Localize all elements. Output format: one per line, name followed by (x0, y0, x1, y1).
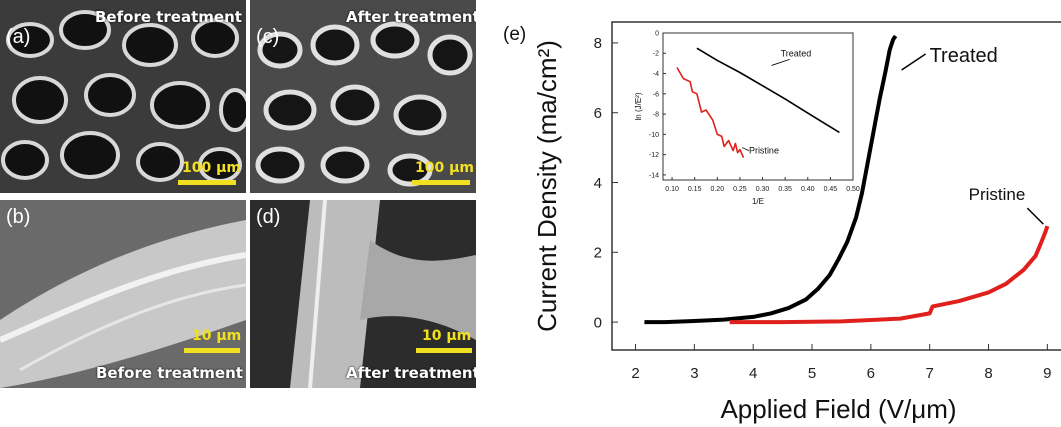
inset-x-axis-label: 1/E (752, 197, 764, 206)
inset-y-axis-label: ln (J/E²) (634, 92, 643, 120)
main-plot: 2 3 4 5 6 7 8 9 0 2 4 6 8 Applied Field (V/μm) Current… (532, 21, 1061, 424)
main-x-axis-label: Applied Field (V/μm) (720, 394, 956, 424)
inset-x-tick-label: 0.20 (710, 186, 724, 193)
scale-text-a: 100 μm (182, 160, 241, 176)
main-y-tick-label: 4 (594, 175, 602, 192)
inset-y-tick-label: -10 (649, 132, 659, 139)
inset-annotation-arrow-treated (771, 58, 790, 66)
main-x-tick-label: 3 (690, 365, 698, 382)
panel-caption-c: After treatment (346, 8, 476, 26)
panel-label-e: (e) (503, 24, 527, 45)
inset-x-tick-label: 0.15 (688, 186, 702, 193)
scale-bar-c (412, 180, 470, 185)
scale-bar-b (184, 348, 240, 353)
panel-label-c: (c) (256, 26, 280, 48)
inset-x-tick-label: 0.40 (801, 186, 815, 193)
inset-frame (662, 32, 854, 181)
scale-text-c: 100 μm (415, 160, 474, 176)
inset-x-tick-label: 0.45 (824, 186, 838, 193)
main-x-tick-label: 6 (867, 365, 875, 382)
micrograph-d-texture (250, 200, 476, 388)
main-x-tick-label: 8 (984, 365, 992, 382)
main-y-tick-label: 6 (594, 105, 602, 122)
inset-series-line-pristine (676, 67, 745, 159)
micrograph-a-texture (0, 0, 246, 193)
micrograph-b-texture (0, 200, 246, 388)
inset-x-tick-label: 0.10 (665, 186, 679, 193)
micrograph-c: (c) After treatment 100 μm (250, 0, 476, 193)
scale-text-d: 10 μm (422, 328, 472, 344)
main-y-tick-label: 2 (594, 245, 602, 262)
micrograph-a: (a) Before treatment 100 μm (0, 0, 246, 193)
field-emission-chart: 2 3 4 5 6 7 8 9 0 2 4 6 8 Applied Field (V/μm) Current… (532, 21, 1061, 424)
inset-y-tick-label: -12 (649, 152, 659, 159)
panel-label-b: (b) (6, 206, 31, 228)
inset-annotation-arrow-pristine (742, 147, 750, 151)
micrograph-d: (d) 10 μm After treatment (250, 200, 476, 388)
inset-y-tick-label: 0 (655, 30, 659, 37)
main-series-line-pristine (729, 225, 1050, 325)
panel-label-d: (d) (256, 206, 281, 228)
main-x-tick-label: 7 (926, 365, 934, 382)
inset-background (663, 33, 853, 180)
scale-bar-a (178, 180, 236, 185)
main-frame (611, 21, 1061, 351)
inset-y-tick-label: -4 (653, 71, 659, 78)
inset-x-tick-label: 0.35 (778, 186, 792, 193)
main-x-tick-label: 4 (749, 365, 757, 382)
inset-x-tick-label: 0.30 (756, 186, 770, 193)
main-y-axis-label: Current Density (ma/cm²) (532, 40, 562, 332)
inset-plot: 0.10 0.15 0.20 0.25 0.30 0.35 0.40 0.45 0.50 0 -2 -… (634, 30, 860, 206)
main-annotation-pristine: Pristine (969, 185, 1026, 204)
inset-y-tick-label: -8 (653, 112, 659, 119)
main-annotation-arrow-pristine (1026, 207, 1044, 225)
inset-annotation-pristine: Pristine (749, 146, 779, 156)
inset-y-tick-label: -2 (653, 51, 659, 58)
panel-caption-d: After treatment (346, 364, 476, 382)
panel-label-a: (a) (6, 26, 31, 48)
inset-y-tick-label: -6 (653, 91, 659, 98)
main-x-tick-label: 2 (631, 365, 639, 382)
main-x-tick-label: 5 (808, 365, 816, 382)
main-annotation-arrow-treated (901, 53, 926, 71)
scale-bar-d (416, 348, 472, 353)
panel-caption-a: Before treatment (95, 8, 242, 26)
main-annotation-treated: Treated (930, 45, 998, 67)
inset-y-tick-label: -14 (649, 172, 659, 179)
main-y-tick-label: 0 (594, 314, 602, 331)
main-x-tick-label: 9 (1043, 365, 1051, 382)
inset-x-tick-label: 0.50 (846, 186, 860, 193)
inset-x-tick-label: 0.25 (733, 186, 747, 193)
micrograph-c-texture (250, 0, 476, 193)
main-y-tick-label: 8 (594, 35, 602, 52)
inset-series-line-treated (696, 47, 840, 134)
panel-caption-b: Before treatment (96, 364, 243, 382)
main-series-line-treated (644, 34, 898, 325)
inset-annotation-treated: Treated (781, 48, 812, 58)
micrograph-b: (b) 10 μm Before treatment (0, 200, 246, 388)
scale-text-b: 10 μm (192, 328, 242, 344)
